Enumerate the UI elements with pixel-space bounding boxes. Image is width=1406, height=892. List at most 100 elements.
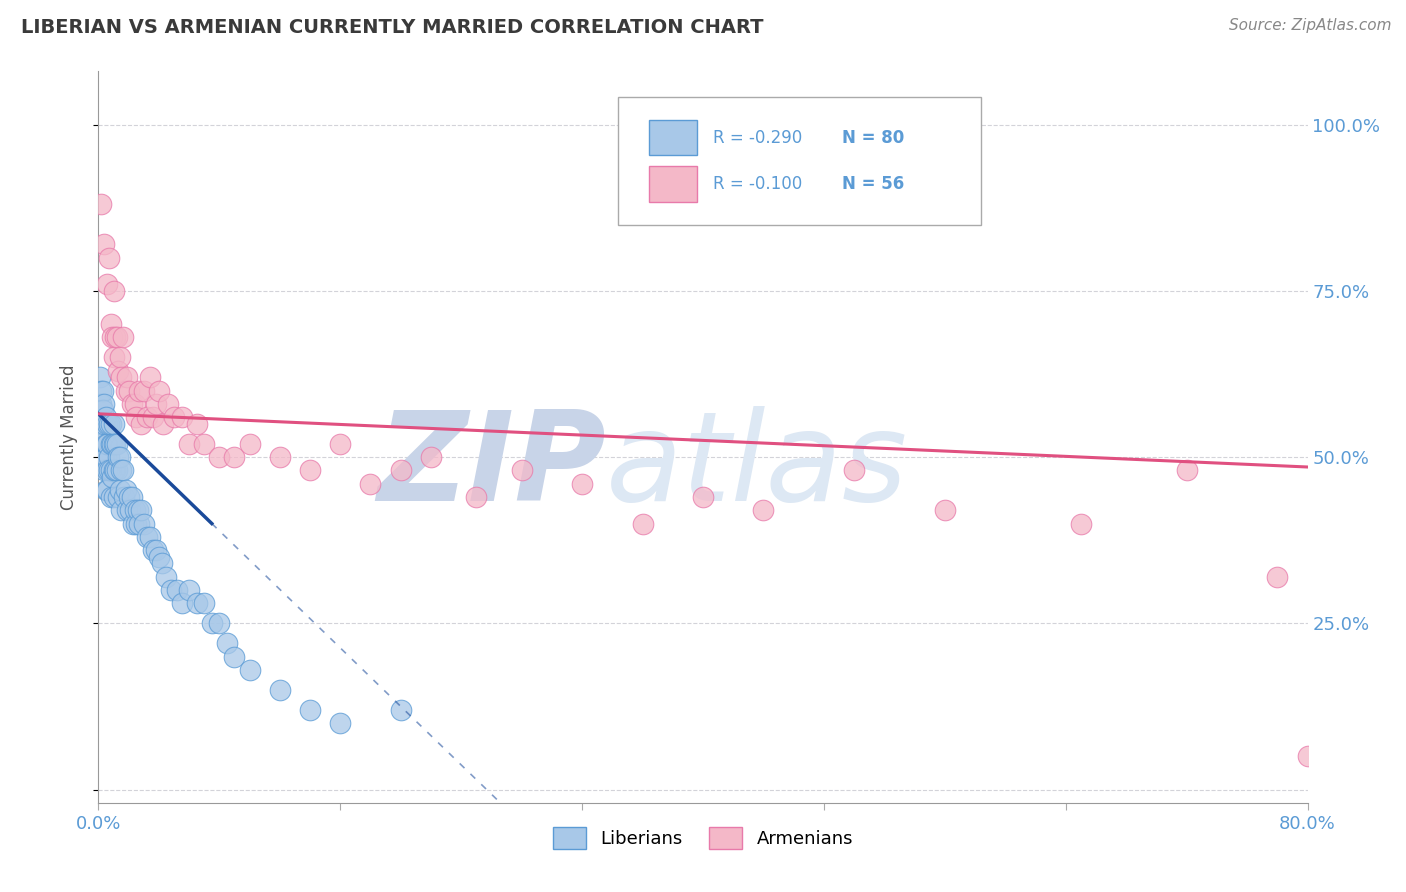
Point <box>121 490 143 504</box>
Point <box>101 330 124 344</box>
Text: R = -0.100: R = -0.100 <box>713 175 801 193</box>
Point <box>89 417 111 431</box>
FancyBboxPatch shape <box>619 97 981 225</box>
Point <box>142 543 165 558</box>
Point <box>193 596 215 610</box>
Point <box>96 277 118 292</box>
Point <box>125 410 148 425</box>
Point <box>121 397 143 411</box>
Point <box>389 463 412 477</box>
Point <box>112 490 135 504</box>
Point <box>127 503 149 517</box>
Point <box>100 436 122 450</box>
Point <box>201 616 224 631</box>
Point <box>105 330 128 344</box>
Point <box>104 436 127 450</box>
Point <box>105 463 128 477</box>
Point <box>420 450 443 464</box>
Point <box>224 649 246 664</box>
Point <box>105 436 128 450</box>
Point <box>139 530 162 544</box>
Point <box>844 463 866 477</box>
Text: R = -0.290: R = -0.290 <box>713 129 801 147</box>
Point <box>110 503 132 517</box>
Point <box>124 397 146 411</box>
Point <box>114 384 136 398</box>
Point <box>103 436 125 450</box>
Point <box>104 463 127 477</box>
Point <box>96 417 118 431</box>
Point <box>108 483 131 498</box>
Text: LIBERIAN VS ARMENIAN CURRENTLY MARRIED CORRELATION CHART: LIBERIAN VS ARMENIAN CURRENTLY MARRIED C… <box>21 18 763 37</box>
Point <box>179 436 201 450</box>
Point <box>94 450 117 464</box>
Point <box>160 582 183 597</box>
Point <box>132 384 155 398</box>
Point <box>108 351 131 365</box>
Point <box>96 463 118 477</box>
Point <box>150 557 173 571</box>
Point <box>107 450 129 464</box>
Point <box>129 503 152 517</box>
Point <box>155 570 177 584</box>
Point <box>156 397 179 411</box>
Point <box>125 516 148 531</box>
Point <box>120 503 142 517</box>
Point <box>100 490 122 504</box>
Point <box>329 436 352 450</box>
Point <box>139 370 162 384</box>
Point <box>170 410 193 425</box>
Point <box>170 596 193 610</box>
Point <box>91 384 114 398</box>
Text: N = 80: N = 80 <box>842 129 904 147</box>
Point <box>145 543 167 558</box>
Point <box>269 682 291 697</box>
Point <box>93 237 115 252</box>
Point <box>124 503 146 517</box>
Point <box>132 516 155 531</box>
Point <box>752 503 775 517</box>
Point <box>93 417 115 431</box>
Text: Source: ZipAtlas.com: Source: ZipAtlas.com <box>1229 18 1392 33</box>
Point <box>179 582 201 597</box>
Point <box>107 490 129 504</box>
FancyBboxPatch shape <box>648 120 697 155</box>
Point <box>193 436 215 450</box>
Point <box>510 463 533 477</box>
Point <box>94 410 117 425</box>
Point <box>98 450 121 464</box>
Point <box>145 397 167 411</box>
Point <box>142 410 165 425</box>
Point <box>90 436 112 450</box>
Point <box>360 476 382 491</box>
Point <box>89 370 111 384</box>
Text: ZIP: ZIP <box>378 406 606 527</box>
Point <box>111 463 134 477</box>
Point <box>571 476 593 491</box>
Point <box>118 490 141 504</box>
Point <box>239 436 262 450</box>
Point <box>631 516 654 531</box>
Text: atlas: atlas <box>606 406 908 527</box>
Point <box>93 463 115 477</box>
Point <box>208 616 231 631</box>
Point <box>103 463 125 477</box>
Point <box>104 330 127 344</box>
Point <box>208 450 231 464</box>
Point <box>91 403 114 417</box>
Point <box>103 351 125 365</box>
FancyBboxPatch shape <box>648 167 697 202</box>
Point <box>1070 516 1092 531</box>
Point <box>163 410 186 425</box>
Point <box>96 483 118 498</box>
Point <box>91 450 114 464</box>
Point <box>110 370 132 384</box>
Point <box>239 663 262 677</box>
Point <box>299 703 322 717</box>
Point <box>98 251 121 265</box>
Point <box>98 417 121 431</box>
Point <box>107 363 129 377</box>
Point <box>122 516 145 531</box>
Point <box>135 410 157 425</box>
Point <box>148 384 170 398</box>
